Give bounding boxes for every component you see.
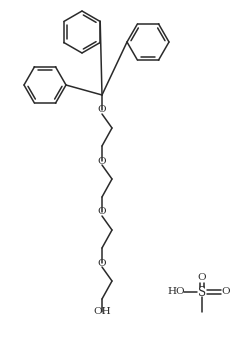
Text: O: O: [98, 156, 106, 166]
Text: O: O: [98, 259, 106, 267]
Text: O: O: [222, 287, 230, 296]
Text: O: O: [198, 273, 206, 282]
Text: S: S: [198, 286, 206, 299]
Text: O: O: [98, 208, 106, 217]
Text: HO: HO: [167, 287, 185, 296]
Text: O: O: [98, 105, 106, 114]
Text: OH: OH: [93, 308, 111, 316]
